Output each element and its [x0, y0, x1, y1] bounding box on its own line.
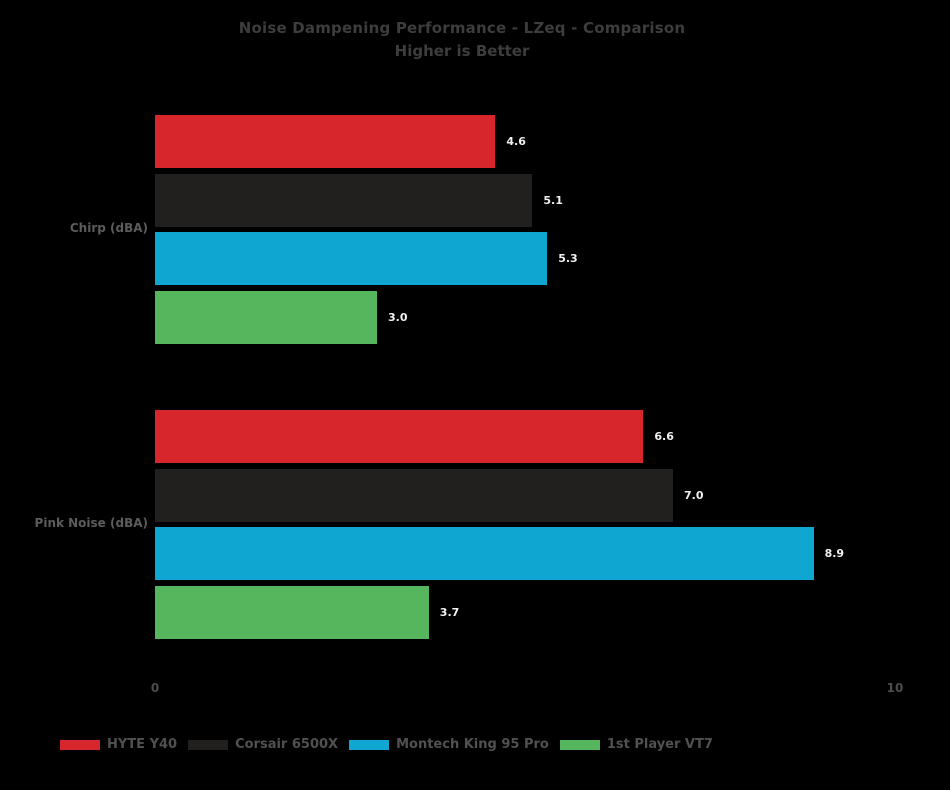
- value-label-hyte-y40-chirp-dba: 4.6: [506, 135, 526, 148]
- legend-label-1st-player-vt7: 1st Player VT7: [606, 737, 713, 752]
- value-label-hyte-y40-pink-noise-dba: 6.6: [654, 430, 674, 443]
- legend-swatch-1st-player-vt7: [559, 739, 600, 750]
- legend-label-montech-king-95-pro: Montech King 95 Pro: [396, 737, 549, 752]
- legend-item-corsair-6500x: Corsair 6500X: [188, 737, 338, 752]
- category-label-chirp-dba: Chirp (dBA): [69, 221, 148, 236]
- bar-hyte-y40-chirp-dba: [155, 115, 496, 168]
- legend: HYTE Y40 Corsair 6500X Montech King 95 Pro…: [60, 737, 724, 752]
- chart-title: Noise Dampening Performance - LZeq - Com…: [238, 19, 686, 37]
- legend-item-1st-player-vt7: 1st Player VT7: [559, 737, 713, 752]
- value-label-montech-king-95-pro-pink-noise-dba: 8.9: [824, 547, 845, 560]
- value-label-montech-king-95-pro-chirp-dba: 5.3: [558, 252, 578, 265]
- legend-item-hyte-y40: HYTE Y40: [60, 737, 177, 752]
- x-tick-0: 0: [150, 681, 160, 695]
- x-tick-10: 10: [886, 681, 904, 695]
- value-label-1st-player-vt7-pink-noise-dba: 3.7: [439, 605, 460, 619]
- bar-corsair-6500x-chirp-dba: [155, 173, 533, 227]
- value-label-corsair-6500x-chirp-dba: 5.1: [543, 193, 563, 207]
- bar-montech-king-95-pro-chirp-dba: [155, 232, 548, 285]
- category-label-pink-noise-dba: Pink Noise (dBA): [34, 516, 148, 531]
- chart-subtitle: Higher is Better: [394, 42, 530, 60]
- legend-swatch-montech-king-95-pro: [349, 739, 390, 750]
- bar-1st-player-vt7-pink-noise-dba: [155, 585, 429, 639]
- legend-label-corsair-6500x: Corsair 6500X: [235, 737, 339, 752]
- legend-item-montech-king-95-pro: Montech King 95 Pro: [349, 737, 549, 752]
- value-label-corsair-6500x-pink-noise-dba: 7.0: [684, 488, 704, 502]
- bar-montech-king-95-pro-pink-noise-dba: [155, 527, 814, 580]
- bar-corsair-6500x-pink-noise-dba: [155, 468, 673, 522]
- bar-hyte-y40-pink-noise-dba: [155, 410, 644, 463]
- bar-1st-player-vt7-chirp-dba: [155, 290, 377, 344]
- legend-swatch-hyte-y40: [60, 739, 100, 750]
- value-label-1st-player-vt7-chirp-dba: 3.0: [388, 310, 408, 324]
- legend-swatch-corsair-6500x: [188, 739, 229, 750]
- legend-label-hyte-y40: HYTE Y40: [107, 737, 178, 752]
